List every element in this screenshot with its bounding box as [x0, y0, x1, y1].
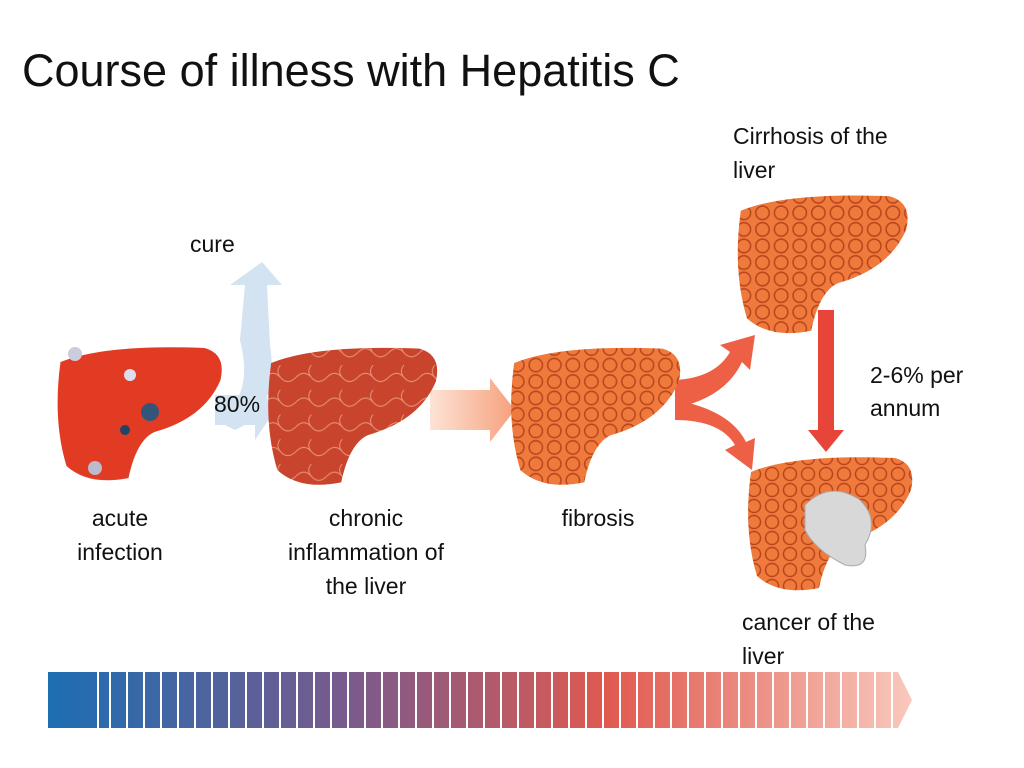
liver-chronic — [268, 347, 438, 485]
rate-label: 2-6% per — [870, 362, 964, 388]
stage-label: the liver — [326, 573, 407, 599]
stage-label: acute — [92, 505, 148, 531]
liver-fibrosis — [511, 347, 681, 485]
cure-arrow — [215, 262, 282, 430]
chronic-arrow — [215, 380, 275, 440]
stage-label: liver — [733, 157, 776, 183]
timeline-stripes — [97, 672, 893, 728]
liver-cancer — [748, 457, 913, 591]
stage-label: cancer of the — [742, 609, 875, 635]
rate-arrow — [808, 310, 844, 452]
stage-label: chronic — [329, 505, 403, 531]
stage-label: inflammation of — [288, 539, 445, 565]
liver-acute — [57, 347, 222, 481]
stage-label: fibrosis — [562, 505, 635, 531]
stage-label: liver — [742, 643, 785, 669]
cirrhosis-arrow — [675, 335, 755, 408]
cure-label: cure — [190, 231, 235, 257]
cancer-arrow — [675, 400, 755, 470]
title: Course of illness with Hepatitis C — [22, 45, 680, 96]
stage-label: infection — [77, 539, 163, 565]
stage-label: Cirrhosis of the — [733, 123, 888, 149]
percent-label: 80% — [214, 391, 260, 417]
rate-label: annum — [870, 395, 940, 421]
fibrosis-arrow — [430, 378, 515, 442]
